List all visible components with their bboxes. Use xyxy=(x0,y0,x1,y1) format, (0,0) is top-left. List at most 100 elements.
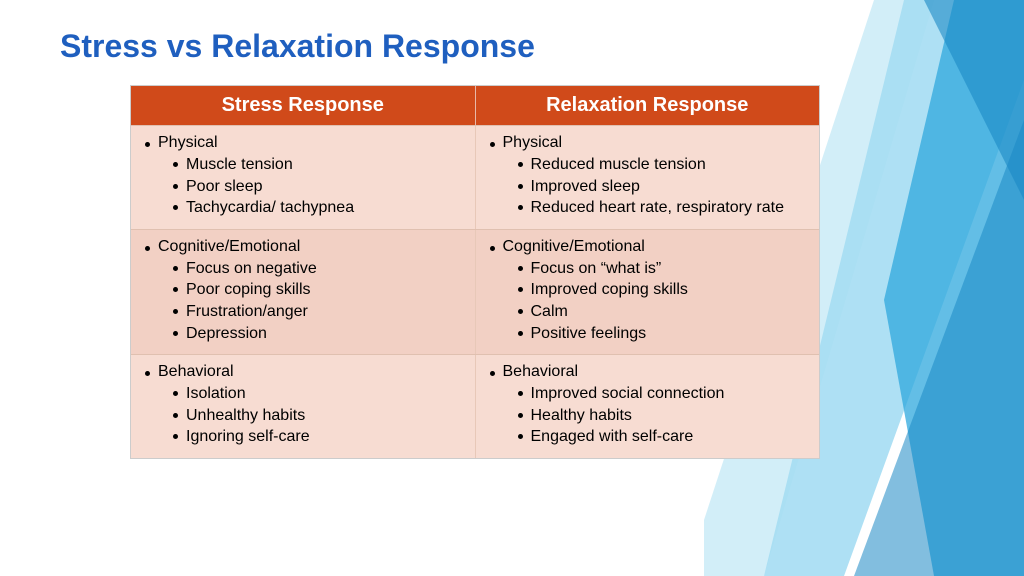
sub-list: Reduced muscle tensionImproved sleepRedu… xyxy=(518,154,806,219)
category-line: Cognitive/Emotional xyxy=(145,238,461,256)
bullet-icon xyxy=(173,331,178,336)
list-item-label: Improved coping skills xyxy=(531,279,688,301)
list-item-label: Frustration/anger xyxy=(186,301,308,323)
list-item: Improved social connection xyxy=(518,383,806,405)
list-item: Depression xyxy=(173,323,461,345)
list-item: Focus on negative xyxy=(173,258,461,280)
list-item-label: Focus on negative xyxy=(186,258,317,280)
category-line: Physical xyxy=(490,134,806,152)
category-label: Physical xyxy=(503,134,563,152)
list-item-label: Reduced muscle tension xyxy=(531,154,706,176)
bullet-icon xyxy=(173,287,178,292)
list-item: Improved sleep xyxy=(518,176,806,198)
list-item-label: Focus on “what is” xyxy=(531,258,662,280)
list-item: Muscle tension xyxy=(173,154,461,176)
bullet-icon xyxy=(518,162,523,167)
table-cell: Behavioral Improved social connectionHeal… xyxy=(476,355,820,458)
table-cell: Physical Muscle tensionPoor sleepTachycar… xyxy=(131,126,476,229)
sub-list: Focus on “what is”Improved coping skills… xyxy=(518,258,806,344)
category-label: Cognitive/Emotional xyxy=(503,238,645,256)
table-body: Physical Muscle tensionPoor sleepTachycar… xyxy=(131,125,819,458)
category-label: Cognitive/Emotional xyxy=(158,238,300,256)
list-item-label: Calm xyxy=(531,301,568,323)
sub-list: Improved social connectionHealthy habits… xyxy=(518,383,806,448)
bullet-icon xyxy=(145,371,150,376)
list-item-label: Improved social connection xyxy=(531,383,725,405)
bullet-icon xyxy=(518,391,523,396)
category-label: Behavioral xyxy=(503,363,579,381)
bullet-icon xyxy=(518,266,523,271)
list-item: Ignoring self-care xyxy=(173,426,461,448)
category-label: Behavioral xyxy=(158,363,234,381)
bullet-icon xyxy=(518,184,523,189)
bullet-icon xyxy=(173,413,178,418)
list-item-label: Poor sleep xyxy=(186,176,263,198)
list-item: Positive feelings xyxy=(518,323,806,345)
list-item: Frustration/anger xyxy=(173,301,461,323)
list-item-label: Muscle tension xyxy=(186,154,293,176)
list-item-label: Improved sleep xyxy=(531,176,640,198)
list-item-label: Tachycardia/ tachypnea xyxy=(186,197,354,219)
table-cell: Cognitive/Emotional Focus on negativePoor… xyxy=(131,230,476,354)
table-row: Behavioral IsolationUnhealthy habitsIgnor… xyxy=(131,354,819,458)
column-header-relaxation: Relaxation Response xyxy=(476,86,820,125)
table-header-row: Stress Response Relaxation Response xyxy=(131,86,819,125)
bullet-icon xyxy=(490,142,495,147)
bullet-icon xyxy=(173,162,178,167)
table-cell: Behavioral IsolationUnhealthy habitsIgnor… xyxy=(131,355,476,458)
category-label: Physical xyxy=(158,134,218,152)
sub-list: IsolationUnhealthy habitsIgnoring self-c… xyxy=(173,383,461,448)
table-row: Cognitive/Emotional Focus on negativePoor… xyxy=(131,229,819,354)
category-line: Cognitive/Emotional xyxy=(490,238,806,256)
list-item-label: Depression xyxy=(186,323,267,345)
list-item: Reduced muscle tension xyxy=(518,154,806,176)
list-item-label: Positive feelings xyxy=(531,323,647,345)
bullet-icon xyxy=(518,331,523,336)
list-item: Unhealthy habits xyxy=(173,405,461,427)
bullet-icon xyxy=(173,266,178,271)
bullet-icon xyxy=(490,246,495,251)
category-line: Physical xyxy=(145,134,461,152)
category-line: Behavioral xyxy=(145,363,461,381)
list-item-label: Reduced heart rate, respiratory rate xyxy=(531,197,784,219)
list-item: Poor coping skills xyxy=(173,279,461,301)
list-item: Poor sleep xyxy=(173,176,461,198)
list-item-label: Isolation xyxy=(186,383,246,405)
list-item-label: Unhealthy habits xyxy=(186,405,305,427)
slide-title: Stress vs Relaxation Response xyxy=(60,28,964,65)
bullet-icon xyxy=(518,309,523,314)
list-item: Reduced heart rate, respiratory rate xyxy=(518,197,806,219)
sub-list: Focus on negativePoor coping skillsFrust… xyxy=(173,258,461,344)
slide-content: Stress vs Relaxation Response Stress Res… xyxy=(0,0,1024,459)
list-item-label: Ignoring self-care xyxy=(186,426,310,448)
column-header-stress: Stress Response xyxy=(131,86,476,125)
list-item: Improved coping skills xyxy=(518,279,806,301)
bullet-icon xyxy=(173,309,178,314)
bullet-icon xyxy=(145,246,150,251)
list-item: Engaged with self-care xyxy=(518,426,806,448)
list-item: Focus on “what is” xyxy=(518,258,806,280)
category-line: Behavioral xyxy=(490,363,806,381)
list-item: Isolation xyxy=(173,383,461,405)
comparison-table: Stress Response Relaxation Response Phys… xyxy=(130,85,820,459)
bullet-icon xyxy=(173,205,178,210)
bullet-icon xyxy=(518,413,523,418)
list-item: Calm xyxy=(518,301,806,323)
list-item-label: Healthy habits xyxy=(531,405,632,427)
list-item: Healthy habits xyxy=(518,405,806,427)
list-item-label: Engaged with self-care xyxy=(531,426,694,448)
bullet-icon xyxy=(518,434,523,439)
sub-list: Muscle tensionPoor sleepTachycardia/ tac… xyxy=(173,154,461,219)
table-row: Physical Muscle tensionPoor sleepTachycar… xyxy=(131,125,819,229)
list-item-label: Poor coping skills xyxy=(186,279,311,301)
table-cell: Physical Reduced muscle tensionImproved s… xyxy=(476,126,820,229)
bullet-icon xyxy=(518,205,523,210)
bullet-icon xyxy=(173,391,178,396)
table-cell: Cognitive/Emotional Focus on “what is”Imp… xyxy=(476,230,820,354)
bullet-icon xyxy=(173,184,178,189)
bullet-icon xyxy=(145,142,150,147)
bullet-icon xyxy=(490,371,495,376)
bullet-icon xyxy=(173,434,178,439)
list-item: Tachycardia/ tachypnea xyxy=(173,197,461,219)
bullet-icon xyxy=(518,287,523,292)
